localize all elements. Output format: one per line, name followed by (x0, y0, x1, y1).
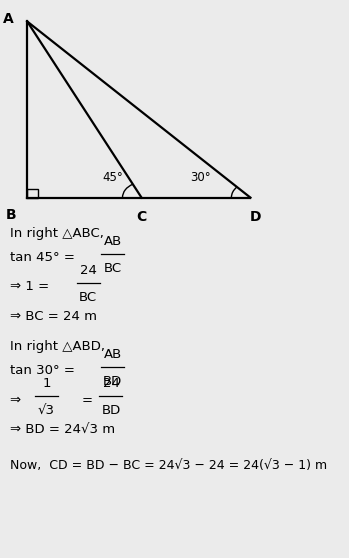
Text: In right △ABD,: In right △ABD, (10, 340, 105, 353)
Text: BD: BD (103, 375, 122, 388)
Text: √3: √3 (38, 404, 55, 417)
Text: tan 45° =: tan 45° = (10, 251, 80, 264)
Text: ⇒: ⇒ (10, 393, 26, 407)
Text: 45°: 45° (103, 171, 123, 184)
Text: D: D (250, 210, 262, 224)
Text: AB: AB (104, 235, 122, 248)
Text: BC: BC (104, 262, 122, 275)
Text: BC: BC (79, 291, 97, 304)
Text: 24: 24 (80, 264, 97, 277)
Text: 24: 24 (103, 377, 119, 390)
Text: BD: BD (101, 404, 121, 417)
Text: tan 30° =: tan 30° = (10, 364, 80, 377)
Text: ⇒ 1 =: ⇒ 1 = (10, 281, 54, 294)
Text: Now,  CD = BD − BC = 24√3 − 24 = 24(√3 − 1) m: Now, CD = BD − BC = 24√3 − 24 = 24(√3 − … (10, 459, 328, 472)
Text: B: B (6, 208, 16, 222)
Text: ⇒ BD = 24√3 m: ⇒ BD = 24√3 m (10, 423, 116, 436)
Text: ⇒ BC = 24 m: ⇒ BC = 24 m (10, 310, 97, 323)
Bar (27, 190, 38, 198)
Text: 30°: 30° (190, 171, 210, 184)
Text: 1: 1 (42, 377, 51, 390)
Text: A: A (3, 12, 14, 26)
Text: =: = (82, 393, 97, 407)
Text: C: C (136, 210, 147, 224)
Text: In right △ABC,: In right △ABC, (10, 227, 104, 240)
Text: AB: AB (104, 348, 122, 361)
